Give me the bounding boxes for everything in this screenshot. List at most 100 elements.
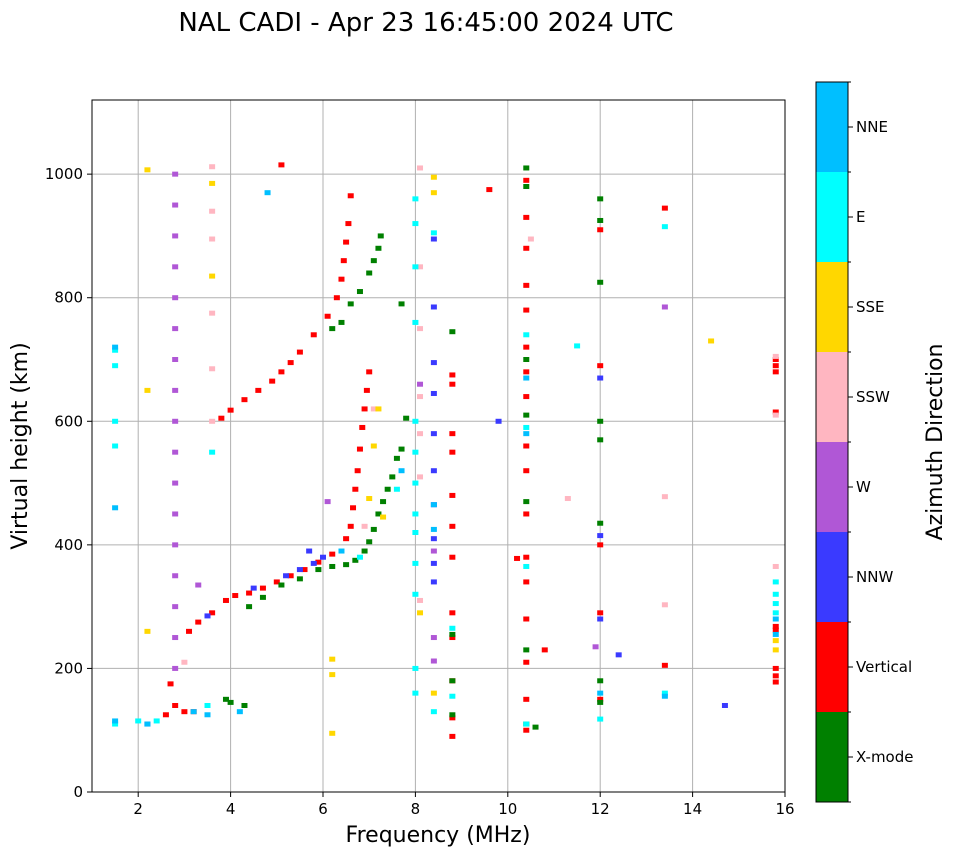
data-point [380,514,387,520]
data-point [195,582,202,588]
data-point [541,647,548,653]
y-tick-label: 0 [73,783,83,801]
data-point [375,406,382,412]
data-point [227,407,234,413]
data-point [370,406,377,412]
data-point [417,610,424,616]
x-axis-label: Frequency (MHz) [346,823,531,848]
data-point [661,690,668,696]
data-point [597,542,604,548]
y-tick-label: 200 [54,659,83,677]
data-point [721,703,728,708]
data-point [209,180,216,186]
colorbar-label: X-mode [856,748,913,766]
data-point [597,363,604,369]
data-point [112,718,119,724]
data-point [255,387,262,393]
colorbar-label: SSW [856,388,890,406]
data-point [417,394,424,400]
data-point [449,610,456,616]
colorbar-segment [816,712,848,802]
data-point [486,187,493,193]
grid-lines [92,100,785,792]
data-point [172,511,179,517]
y-tick-label: 600 [54,412,83,430]
x-tick-label: 6 [318,800,328,818]
data-point [246,590,253,596]
data-point [597,437,604,443]
data-point [597,520,604,526]
data-point [597,279,604,285]
data-point [412,690,419,696]
data-point [393,455,400,461]
data-point [310,332,317,338]
x-tick-label: 12 [591,800,610,818]
plot-background [92,100,785,792]
data-point [209,164,216,170]
data-point [430,230,437,236]
colorbar-frame [815,81,849,803]
colorbar-label: Vertical [856,658,912,676]
data-point [523,554,530,560]
data-point [430,526,437,532]
data-point [227,699,234,705]
data-point [772,631,779,637]
data-point [597,196,604,202]
data-point [412,196,419,202]
data-point [366,539,373,545]
data-point [523,647,530,653]
data-point [172,665,179,671]
data-point [112,344,119,350]
x-tick-label: 8 [411,800,421,818]
data-point [527,236,534,242]
data-point [449,329,456,335]
data-point [181,659,188,665]
data-point [375,245,382,251]
x-tick-label: 16 [775,800,794,818]
data-point [430,390,437,396]
data-point [172,703,179,708]
data-point [430,690,437,696]
data-point [209,208,216,214]
colorbar-title: Azimuth Direction [923,343,948,540]
data-point [296,576,303,582]
data-point [430,502,437,508]
data-point [523,412,530,418]
data-point [523,443,530,449]
data-point [190,709,197,715]
data-point [329,672,336,678]
data-point [661,224,668,230]
data-point [523,468,530,474]
data-point [135,718,142,724]
data-point [301,567,308,573]
data-point [329,551,336,557]
data-point [241,703,248,708]
data-point [412,221,419,227]
data-point [430,431,437,437]
data-point [772,647,779,653]
data-point [412,591,419,597]
data-point [398,446,405,452]
data-point [389,474,396,480]
data-point [172,387,179,393]
data-point [144,387,151,393]
data-point [329,563,336,569]
data-point [523,579,530,585]
data-point [412,560,419,566]
data-point [320,554,326,560]
data-point [523,659,530,665]
y-axis-ticks: 0 200 400 600 800 1000 [45,165,92,801]
data-point [523,394,530,400]
colorbar-label: SSE [856,298,885,316]
data-point [430,579,437,585]
data-point [209,610,216,616]
data-point [523,499,530,505]
data-point [523,616,530,622]
data-point [172,171,179,177]
data-point [398,468,405,474]
data-point [209,273,216,279]
data-point [523,511,530,517]
colorbar-segment [816,352,848,442]
data-point [338,276,345,282]
x-tick-label: 14 [683,800,702,818]
